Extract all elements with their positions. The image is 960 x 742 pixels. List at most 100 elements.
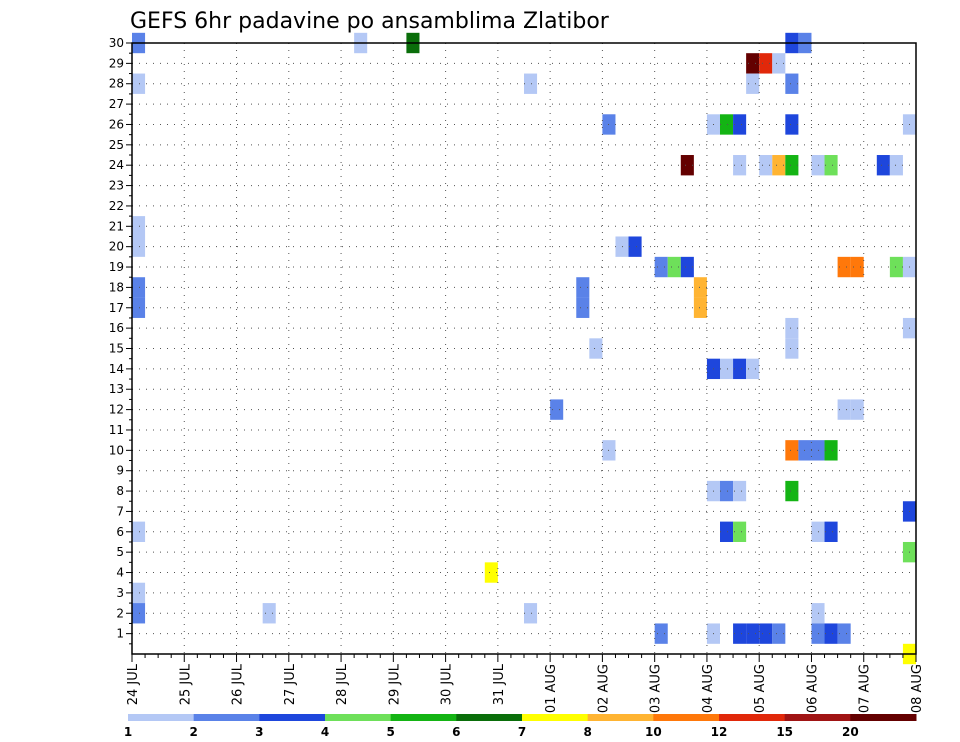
heatmap-cell [837,623,851,644]
x-tick-label: 07 AUG [858,664,873,713]
heatmap-cell [876,155,890,176]
colorbar-swatch [128,714,195,721]
y-tick-label: 19 [109,260,124,274]
heatmap-cell [667,256,681,278]
heatmap-cell [785,480,799,502]
x-tick-label: 04 AUG [701,664,716,713]
x-axis: 24 JUL 25 JUL 26 JUL 27 JUL 28 JUL 29 JUL 30 J… [126,654,925,713]
colorbar-swatch [587,714,654,721]
colorbar-swatch [719,714,786,721]
x-tick-label: 05 AUG [753,664,768,713]
heatmap-cell [733,358,747,380]
heatmap-cell [132,582,146,604]
y-tick-label: 4 [116,566,124,580]
colorbar-label: 10 [645,725,662,739]
y-tick-label: 11 [109,423,124,437]
heatmap-cell [680,256,694,278]
heatmap-cell [824,521,838,542]
y-tick-label: 8 [116,484,124,498]
x-tick-label: 30 JUL [440,663,455,705]
heatmap-cell [720,521,734,542]
heatmap-cell [889,256,903,278]
colorbar-label: 5 [386,725,394,739]
heatmap-cell [733,480,747,502]
heatmap-cell [589,338,603,359]
y-axis: 1234567891011121314151617181920212223242… [109,36,132,645]
colorbar-swatch [259,714,326,721]
colorbar-legend: 1 2 3 4 5 6 7 8 10 12 15 20 [124,714,917,739]
grid-lines [132,42,916,654]
y-tick-label: 1 [116,627,124,641]
colorbar-swatch [390,714,457,721]
y-tick-label: 16 [109,321,124,335]
heatmap-cell [654,623,668,644]
heatmap-cell [785,73,799,94]
colorbar-swatch [653,714,720,721]
heatmap-cell [132,521,146,542]
heatmap-cell [746,53,760,74]
heatmap-cell [693,297,707,318]
heatmap-cell [524,603,538,624]
heatmap-cell [837,256,851,278]
heatmap-cell [628,236,642,257]
heatmap-cell [733,114,747,135]
heatmap-cell [132,277,146,298]
heatmap-cell [824,440,838,461]
heatmap-cell [746,623,760,644]
y-tick-label: 12 [109,403,124,417]
y-tick-label: 6 [116,525,124,539]
heatmap-cell [733,521,747,542]
heatmap-cell [824,623,838,644]
heatmap-cell [824,155,838,176]
y-tick-label: 25 [109,138,124,152]
heatmap-cell [680,155,694,176]
x-tick-label: 27 JUL [283,663,298,705]
heatmap-cell [132,73,146,94]
y-tick-label: 26 [109,117,124,131]
heatmap-cell [484,562,498,583]
y-tick-label: 28 [109,77,124,91]
heatmap-cell [550,399,564,420]
y-tick-label: 29 [109,56,124,70]
heatmap-cell [733,623,747,644]
heatmap-cell [772,53,786,74]
heatmap-cell [772,155,786,176]
heatmap-cell [759,155,773,176]
heatmap-cell [720,114,734,135]
heatmap-cell [785,317,799,339]
heatmap-cell [759,623,773,644]
x-tick-label: 01 AUG [544,664,559,713]
colorbar-label: 7 [518,725,526,739]
heatmap-cell [785,155,799,176]
x-tick-label: 08 AUG [910,664,925,713]
y-tick-label: 2 [116,606,124,620]
x-tick-label: 02 AUG [596,664,611,713]
x-tick-label: 26 JUL [231,663,246,705]
heatmap-cell [132,216,146,237]
colorbar-swatch [522,714,589,721]
x-tick-label: 29 JUL [387,663,402,705]
x-tick-label: 25 JUL [178,663,193,705]
heatmap-cell [132,236,146,257]
y-tick-label: 3 [116,586,124,600]
heatmap-cell [785,440,799,461]
heatmap-cell [746,358,760,380]
y-tick-label: 10 [109,443,124,457]
y-tick-label: 14 [109,362,124,376]
y-tick-label: 5 [116,545,124,559]
y-tick-label: 7 [116,504,124,518]
y-tick-label: 22 [109,199,124,213]
colorbar-label: 20 [842,725,859,739]
colorbar-swatch [456,714,523,721]
colorbar-swatch [193,714,260,721]
heatmap-cell [772,623,786,644]
y-tick-label: 23 [109,179,124,193]
y-tick-label: 17 [109,301,124,315]
y-tick-label: 24 [109,158,124,172]
heatmap-cell [576,277,590,298]
heatmap-cell [850,399,864,420]
heatmap-cell [576,297,590,318]
x-tick-label: 24 JUL [126,663,141,705]
heatmap-cell [524,73,538,94]
